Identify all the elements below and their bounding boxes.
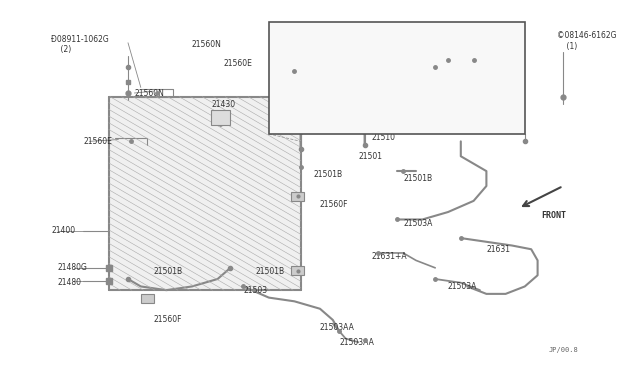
Text: 21480G: 21480G — [58, 263, 88, 272]
Text: 21503: 21503 — [243, 286, 268, 295]
Bar — [291, 266, 304, 275]
Text: 21501E: 21501E — [422, 81, 451, 90]
Text: 21503AA: 21503AA — [320, 323, 355, 332]
Text: 21480: 21480 — [58, 278, 82, 287]
Text: 21503A: 21503A — [403, 219, 433, 228]
Bar — [141, 294, 154, 303]
Bar — [211, 110, 230, 125]
Bar — [269, 22, 525, 134]
Text: 21503A: 21503A — [448, 282, 477, 291]
Text: 21400: 21400 — [51, 226, 76, 235]
Text: 21631+A: 21631+A — [371, 252, 407, 261]
Text: 21503AA: 21503AA — [307, 70, 342, 79]
Text: 21510: 21510 — [371, 133, 396, 142]
Text: 21516: 21516 — [461, 55, 485, 64]
Text: 21560E: 21560E — [83, 137, 112, 146]
Bar — [109, 97, 301, 290]
Text: 21518: 21518 — [486, 92, 510, 101]
Text: 21430: 21430 — [211, 100, 236, 109]
Bar — [291, 192, 304, 201]
Text: 21560F: 21560F — [320, 200, 349, 209]
Text: 21503AA: 21503AA — [339, 338, 374, 347]
Text: 21631: 21631 — [486, 245, 511, 254]
Text: ©08146-6162G
    (1): ©08146-6162G (1) — [557, 31, 616, 51]
Text: FRONT: FRONT — [541, 211, 566, 220]
Text: Ð08911-1062G
    (2): Ð08911-1062G (2) — [51, 35, 109, 54]
Text: 21560N: 21560N — [192, 40, 222, 49]
Text: 21560N: 21560N — [134, 89, 164, 97]
Text: 21501B: 21501B — [256, 267, 285, 276]
Text: 21501B: 21501B — [314, 170, 343, 179]
Text: JP/00.8: JP/00.8 — [548, 347, 578, 353]
Text: 21501: 21501 — [358, 152, 383, 161]
Text: 21501B: 21501B — [154, 267, 183, 276]
Text: 21560E: 21560E — [224, 59, 253, 68]
Text: 21560F: 21560F — [154, 315, 182, 324]
Text: 21501B: 21501B — [403, 174, 433, 183]
Text: 21515: 21515 — [358, 29, 383, 38]
